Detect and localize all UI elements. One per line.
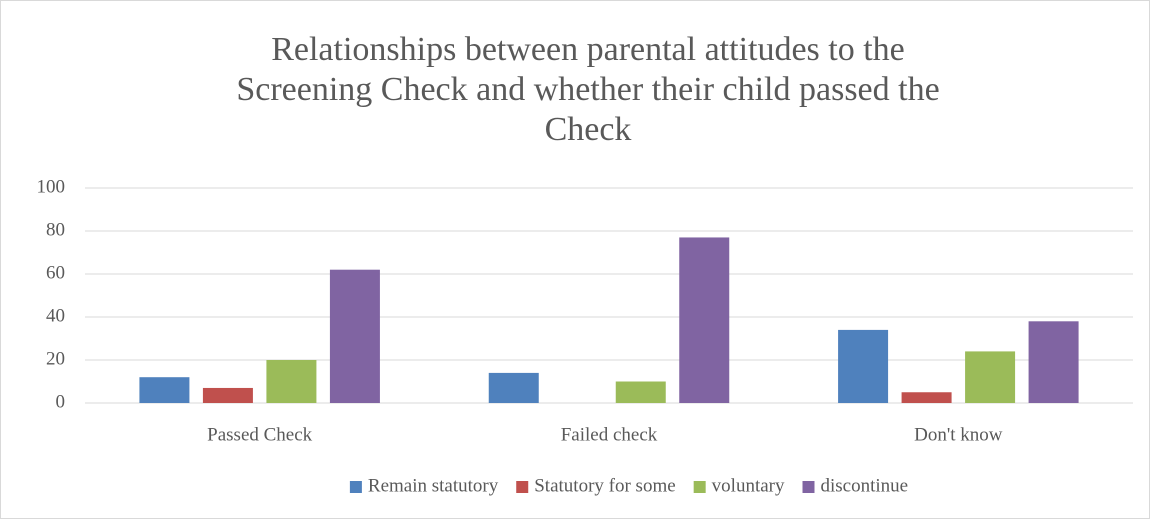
legend-label: Remain statutory: [368, 475, 499, 496]
bar: [139, 377, 190, 403]
chart-title: Check: [545, 111, 632, 148]
x-tick-label: Failed check: [561, 424, 658, 445]
y-tick-label: 80: [46, 219, 65, 240]
bar: [488, 372, 539, 403]
x-tick-label: Passed Check: [207, 424, 313, 445]
y-tick-label: 20: [46, 348, 65, 369]
legend-swatch: [693, 481, 706, 493]
x-tick-label: Don't know: [914, 424, 1003, 445]
y-tick-label: 100: [37, 176, 66, 197]
chart-title: Relationships between parental attitudes…: [271, 31, 905, 68]
bar: [901, 392, 952, 403]
legend-swatch: [516, 481, 529, 493]
legend-label: voluntary: [712, 475, 785, 496]
bar: [202, 387, 253, 403]
y-tick-label: 60: [46, 262, 65, 283]
bar: [615, 381, 666, 403]
bar: [329, 269, 380, 403]
legend-swatch: [349, 481, 362, 493]
bar: [1028, 321, 1079, 403]
legend-label: Statutory for some: [534, 475, 675, 496]
chart-title: Screening Check and whether their child …: [236, 71, 939, 108]
bar: [679, 237, 730, 403]
legend-label: discontinue: [821, 475, 909, 496]
bar: [838, 329, 889, 403]
bar: [266, 360, 317, 403]
y-tick-label: 0: [56, 391, 66, 412]
y-tick-label: 40: [46, 305, 65, 326]
bar: [965, 351, 1016, 403]
legend-swatch: [802, 481, 815, 493]
